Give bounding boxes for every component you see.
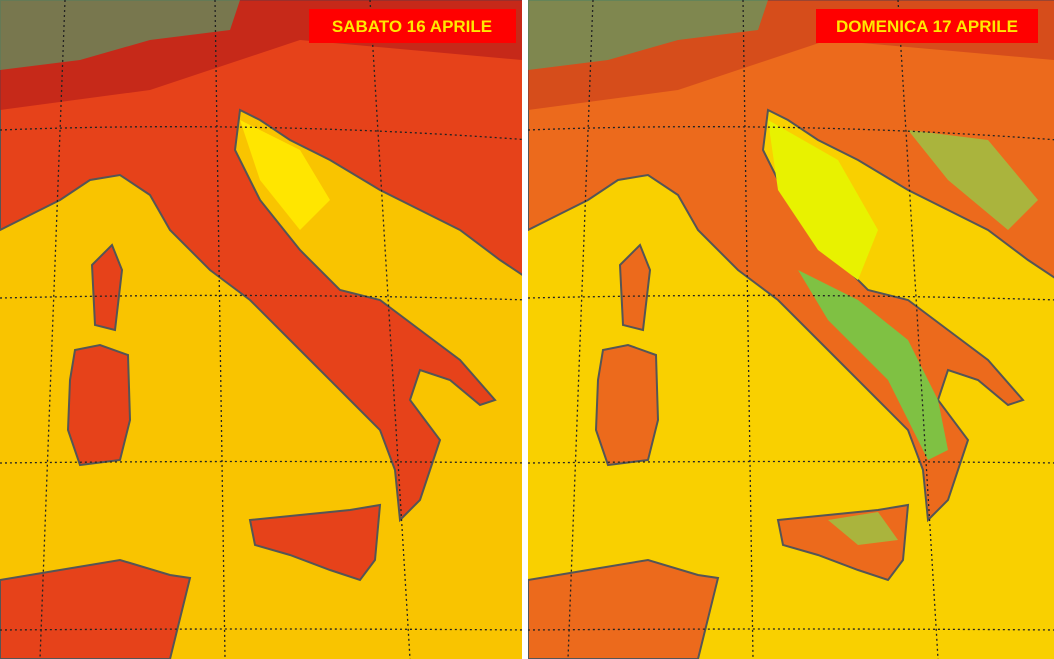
label-box: [309, 9, 516, 43]
label-box: [816, 9, 1038, 43]
panel-title: SABATO 16 APRILE: [332, 17, 492, 36]
map-panel: DOMENICA 17 APRILE: [528, 0, 1054, 659]
map-panel: SABATO 16 APRILE: [0, 0, 522, 659]
panel-title: DOMENICA 17 APRILE: [836, 17, 1018, 36]
